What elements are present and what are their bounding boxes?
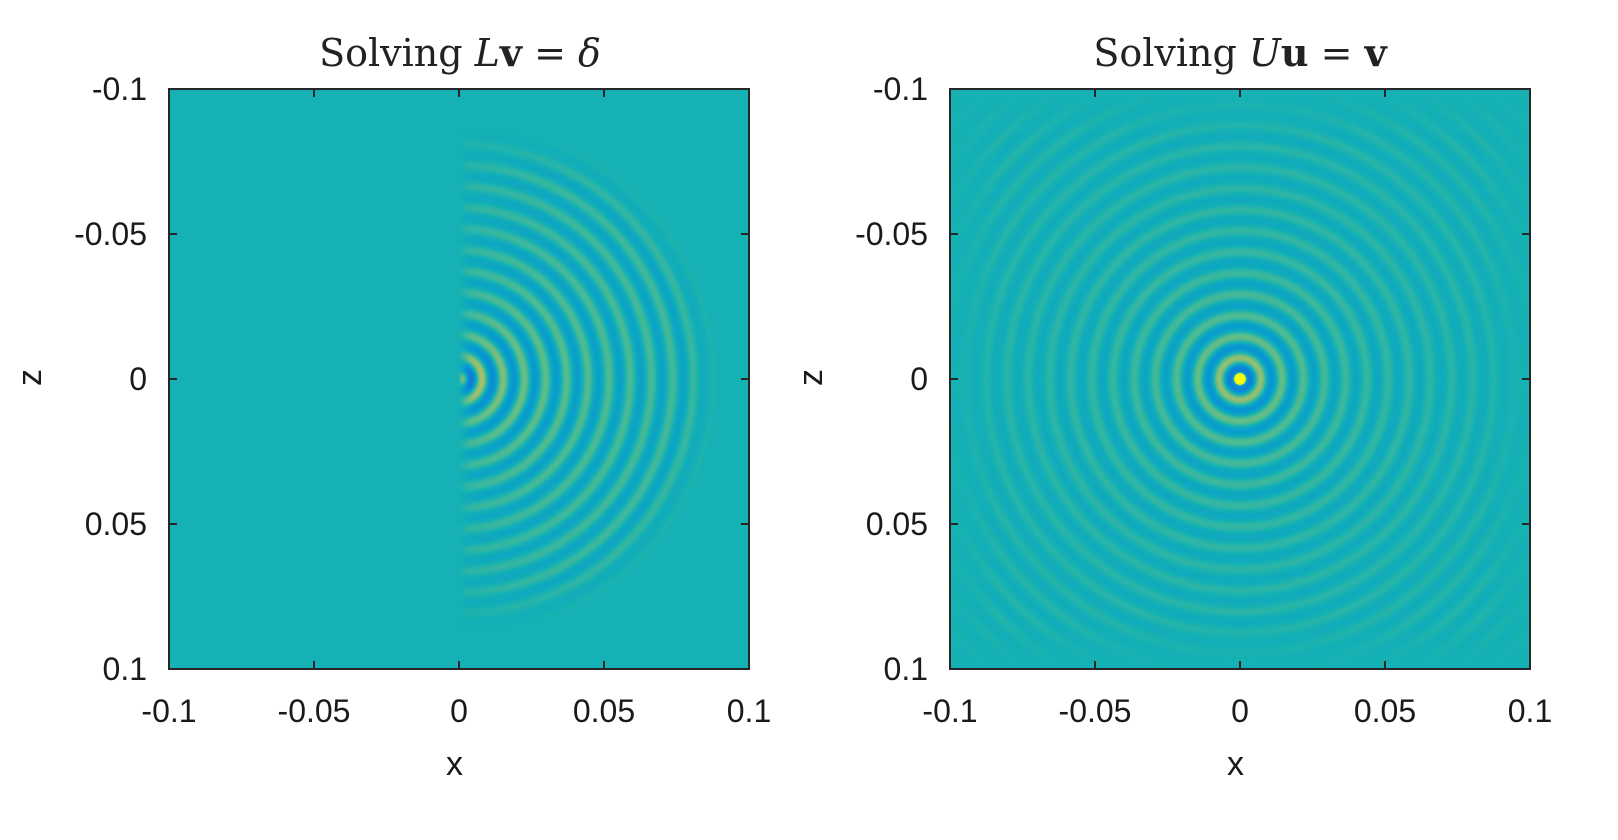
y-tick-mark-left [169,233,177,235]
title-math: Lv = δ [474,30,601,75]
x-tick-mark-top [168,89,170,97]
x-tick-mark-bottom [748,661,750,669]
x-tick-mark-bottom [1529,661,1531,669]
x-tick-mark-bottom [458,661,460,669]
y-tick-label: 0 [129,360,147,397]
x-tick-label: -0.05 [1058,693,1132,729]
x-tick-label: 0.1 [1507,693,1553,729]
heatmap-plot-area [169,89,749,669]
x-tick-mark-bottom [1094,661,1096,669]
x-tick-label: 0.05 [572,693,636,729]
x-axis-label: x [1227,745,1244,783]
y-tick-mark-right [1522,378,1530,380]
x-tick-label: 0.1 [726,693,772,729]
x-tick-mark-top [313,89,315,97]
y-tick-mark-right [741,523,749,525]
x-tick-mark-top [1529,89,1531,97]
chart-title: Solving Lv = δ [319,30,601,75]
y-tick-mark-right [741,668,749,670]
y-tick-mark-left [950,378,958,380]
y-axis-label: z [11,369,49,386]
x-tick-mark-bottom [603,661,605,669]
x-tick-mark-top [1239,89,1241,97]
heatmap-plot-area [950,89,1530,669]
y-tick-mark-right [1522,523,1530,525]
x-tick-label: -0.05 [277,693,351,729]
x-tick-mark-bottom [313,661,315,669]
x-tick-mark-top [458,89,460,97]
y-tick-label: 0 [910,360,928,397]
y-tick-mark-left [169,378,177,380]
x-tick-mark-top [603,89,605,97]
title-math-token: v [499,30,522,75]
x-tick-mark-bottom [1239,661,1241,669]
y-tick-mark-left [950,523,958,525]
x-tick-label: 0 [450,693,468,729]
title-math-token: U [1248,31,1281,75]
y-tick-label: -0.1 [872,70,928,107]
y-tick-label: -0.05 [855,215,928,252]
wavefield-heatmap [950,89,1530,669]
title-math-token: = [522,31,578,75]
y-tick-mark-right [1522,88,1530,90]
title-math-token: u [1280,30,1309,75]
y-tick-mark-right [741,233,749,235]
title-math-token: δ [578,31,601,75]
y-tick-label: 0.05 [84,505,147,542]
y-tick-mark-right [741,88,749,90]
title-math: Uu = v [1248,30,1387,75]
y-tick-label: 0.1 [883,650,928,687]
chart-title: Solving Uu = v [1093,30,1387,75]
x-tick-mark-top [748,89,750,97]
y-tick-mark-left [169,668,177,670]
x-tick-label: 0.05 [1353,693,1417,729]
x-tick-mark-bottom [1384,661,1386,669]
y-tick-mark-left [950,668,958,670]
y-tick-mark-right [1522,233,1530,235]
y-tick-mark-left [169,523,177,525]
x-tick-mark-bottom [168,661,170,669]
x-tick-label: -0.1 [141,693,197,729]
y-axis-label: z [792,369,830,386]
x-tick-mark-top [1094,89,1096,97]
y-tick-mark-right [1522,668,1530,670]
title-math-token: = [1308,31,1365,75]
y-tick-mark-left [169,88,177,90]
y-tick-mark-left [950,233,958,235]
x-tick-label: 0 [1231,693,1249,729]
y-tick-mark-right [741,378,749,380]
x-tick-label: -0.1 [922,693,978,729]
x-tick-mark-bottom [949,661,951,669]
y-tick-mark-left [950,88,958,90]
x-tick-mark-top [949,89,951,97]
wavefield-heatmap [169,89,749,669]
title-math-token: v [1364,30,1387,75]
x-tick-mark-top [1384,89,1386,97]
y-tick-label: 0.1 [102,650,147,687]
x-axis-label: x [446,745,463,783]
y-tick-label: -0.05 [74,215,147,252]
title-math-token: L [474,31,500,75]
y-tick-label: 0.05 [865,505,928,542]
y-tick-label: -0.1 [91,70,147,107]
